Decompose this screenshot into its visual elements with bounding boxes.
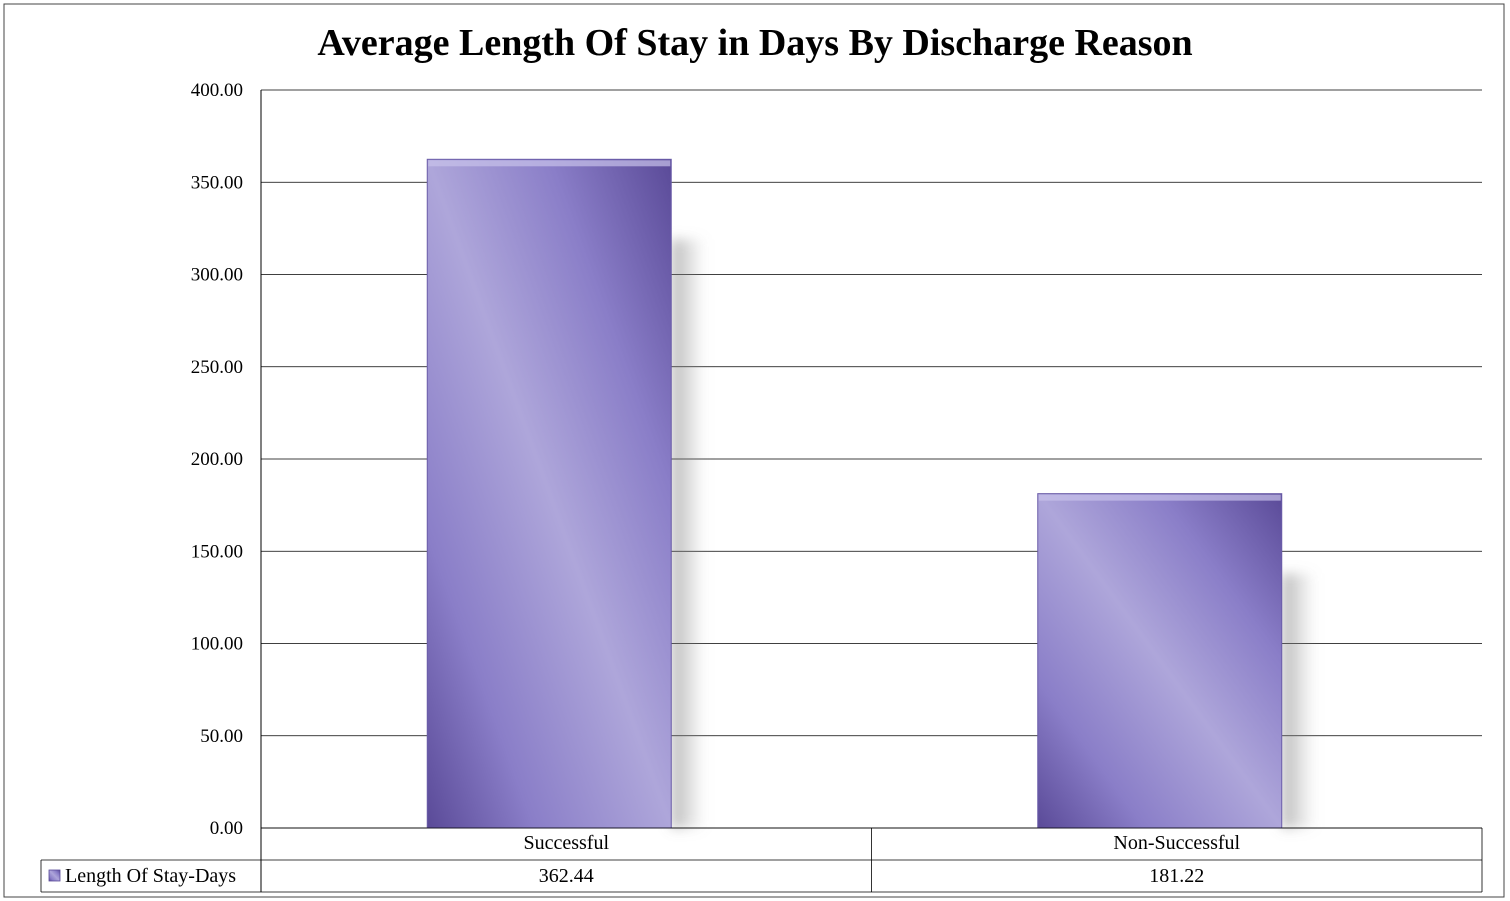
y-tick-label: 150.00 bbox=[191, 541, 243, 562]
y-tick-label: 0.00 bbox=[210, 818, 243, 839]
y-tick-label: 50.00 bbox=[200, 726, 243, 747]
legend-swatch bbox=[48, 869, 61, 882]
bar-successful bbox=[426, 158, 672, 829]
data-table: Successful 362.44 Non-Successful 181.22 Leng… bbox=[40, 827, 1483, 893]
x-category-label: Non-Successful bbox=[1113, 832, 1240, 854]
x-category-label: Successful bbox=[523, 832, 609, 854]
bar-bevel bbox=[1038, 494, 1281, 501]
y-tick-label: 200.00 bbox=[191, 449, 243, 470]
bar-non-successful bbox=[1037, 493, 1283, 829]
y-tick-label: 400.00 bbox=[191, 80, 243, 101]
legend-series-name: Length Of Stay-Days bbox=[65, 865, 236, 887]
data-value-label: 181.22 bbox=[1149, 865, 1204, 887]
bar-shadow bbox=[671, 239, 706, 828]
chart-title: Average Length Of Stay in Days By Discha… bbox=[317, 22, 1192, 64]
y-axis: 0.00 50.00 100.00 150.00 200.00 250.00 300.00 3… bbox=[191, 80, 262, 892]
y-tick-label: 350.00 bbox=[191, 172, 243, 193]
y-tick-label: 100.00 bbox=[191, 634, 243, 655]
bar-shadow bbox=[1281, 573, 1316, 828]
y-tick-label: 300.00 bbox=[191, 265, 243, 286]
data-value-label: 362.44 bbox=[539, 865, 594, 887]
bars bbox=[426, 158, 1316, 829]
bar-bevel bbox=[428, 160, 671, 167]
y-tick-label: 250.00 bbox=[191, 357, 243, 378]
